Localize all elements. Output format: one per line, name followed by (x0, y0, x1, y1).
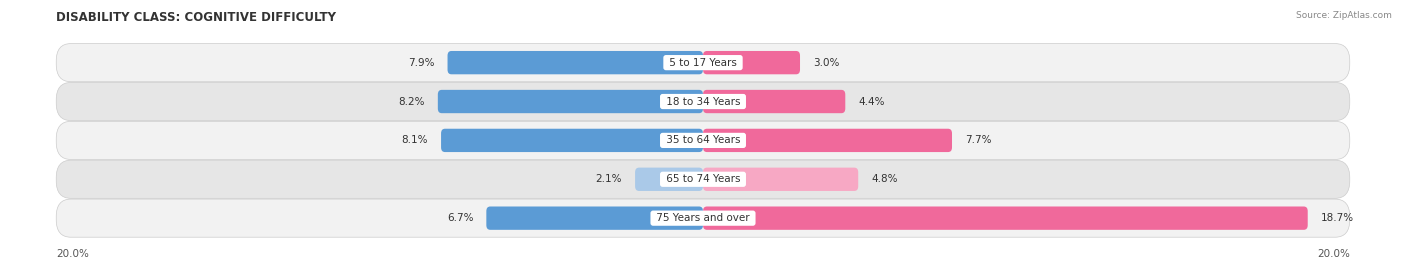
FancyBboxPatch shape (703, 207, 1308, 230)
FancyBboxPatch shape (56, 43, 1350, 82)
Text: 65 to 74 Years: 65 to 74 Years (662, 174, 744, 184)
Text: 7.7%: 7.7% (965, 135, 991, 146)
Text: 8.2%: 8.2% (398, 96, 425, 107)
FancyBboxPatch shape (486, 207, 703, 230)
Text: 75 Years and over: 75 Years and over (652, 213, 754, 223)
FancyBboxPatch shape (56, 160, 1350, 198)
Text: 4.8%: 4.8% (872, 174, 897, 184)
FancyBboxPatch shape (441, 129, 703, 152)
Text: 3.0%: 3.0% (813, 58, 839, 68)
Text: 8.1%: 8.1% (402, 135, 429, 146)
Text: 35 to 64 Years: 35 to 64 Years (662, 135, 744, 146)
FancyBboxPatch shape (56, 121, 1350, 160)
FancyBboxPatch shape (56, 82, 1350, 121)
FancyBboxPatch shape (636, 168, 703, 191)
Text: 6.7%: 6.7% (447, 213, 474, 223)
Text: Source: ZipAtlas.com: Source: ZipAtlas.com (1296, 11, 1392, 20)
FancyBboxPatch shape (56, 199, 1350, 237)
FancyBboxPatch shape (703, 168, 858, 191)
Text: DISABILITY CLASS: COGNITIVE DIFFICULTY: DISABILITY CLASS: COGNITIVE DIFFICULTY (56, 11, 336, 24)
FancyBboxPatch shape (437, 90, 703, 113)
Text: 7.9%: 7.9% (408, 58, 434, 68)
FancyBboxPatch shape (703, 129, 952, 152)
Text: 18.7%: 18.7% (1320, 213, 1354, 223)
Text: 20.0%: 20.0% (56, 249, 89, 259)
FancyBboxPatch shape (703, 90, 845, 113)
Text: 20.0%: 20.0% (1317, 249, 1350, 259)
Text: 2.1%: 2.1% (596, 174, 623, 184)
FancyBboxPatch shape (447, 51, 703, 74)
Text: 4.4%: 4.4% (858, 96, 884, 107)
FancyBboxPatch shape (703, 51, 800, 74)
Text: 5 to 17 Years: 5 to 17 Years (666, 58, 740, 68)
Text: 18 to 34 Years: 18 to 34 Years (662, 96, 744, 107)
